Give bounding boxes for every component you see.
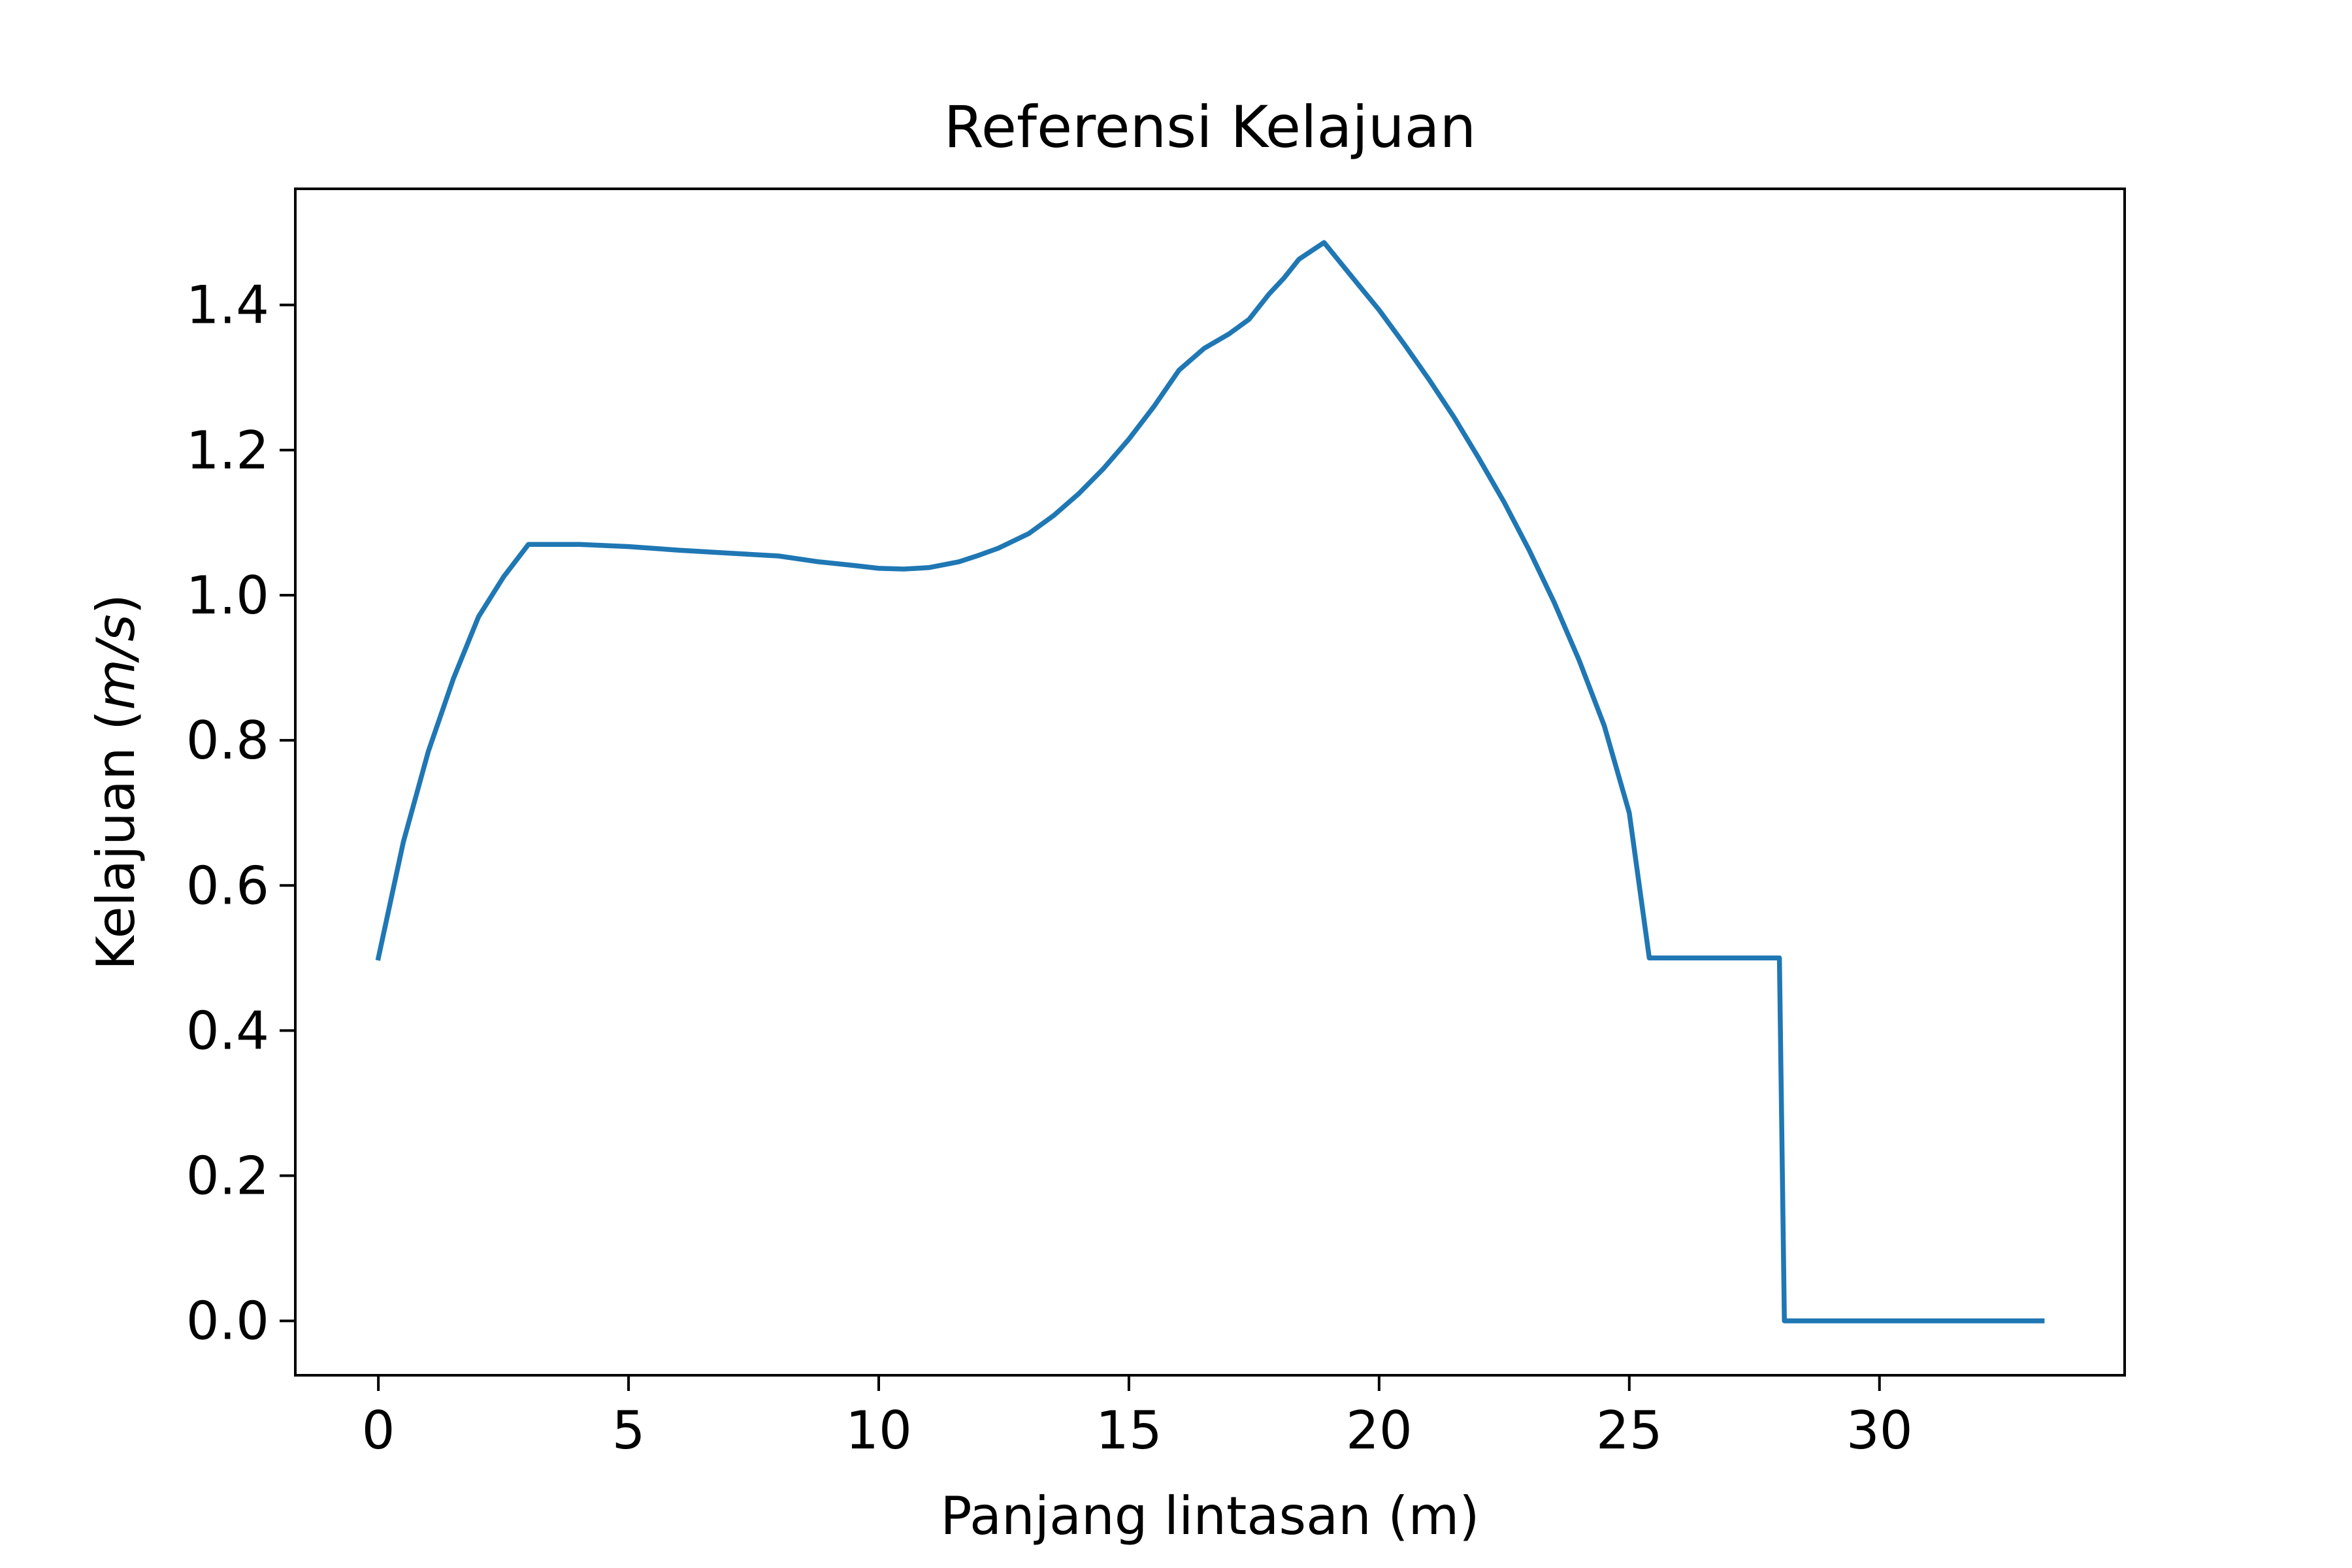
x-tick-label: 0 bbox=[362, 1400, 395, 1461]
y-tick-label: 0.4 bbox=[186, 1000, 269, 1061]
plot-frame bbox=[294, 188, 2126, 1377]
x-tick-label: 30 bbox=[1846, 1400, 1913, 1461]
chart-title: Referensi Kelajuan bbox=[944, 93, 1477, 161]
y-axis-ticks: 0.0 0.2 0.4 0.6 0.8 1.0 1.2 1.4 bbox=[186, 275, 295, 1352]
y-tick-label: 1.4 bbox=[186, 275, 269, 336]
y-tick-label: 0.8 bbox=[186, 710, 269, 771]
x-axis-label: Panjang lintasan (m) bbox=[940, 1486, 1479, 1546]
x-tick-label: 10 bbox=[845, 1400, 912, 1461]
y-axis-label: Kelajuan (m/s) bbox=[86, 594, 146, 970]
y-tick-label: 0.0 bbox=[186, 1291, 269, 1352]
y-axis-label-suffix: ) bbox=[86, 594, 146, 614]
y-axis-label-unit: m/s bbox=[86, 614, 146, 710]
x-tick-label: 5 bbox=[612, 1400, 645, 1461]
x-tick-label: 20 bbox=[1346, 1400, 1413, 1461]
y-tick-label: 1.2 bbox=[186, 420, 269, 481]
x-tick-label: 25 bbox=[1596, 1400, 1663, 1461]
y-tick-label: 1.0 bbox=[186, 565, 269, 626]
x-tick-label: 15 bbox=[1096, 1400, 1162, 1461]
x-axis-ticks: 0 5 10 15 20 25 30 bbox=[362, 1375, 1913, 1461]
y-tick-label: 0.2 bbox=[186, 1146, 269, 1207]
series-line-kelajuan bbox=[375, 240, 2045, 1324]
y-axis-label-prefix: Kelajuan ( bbox=[86, 710, 146, 970]
y-tick-label: 0.6 bbox=[186, 855, 269, 916]
